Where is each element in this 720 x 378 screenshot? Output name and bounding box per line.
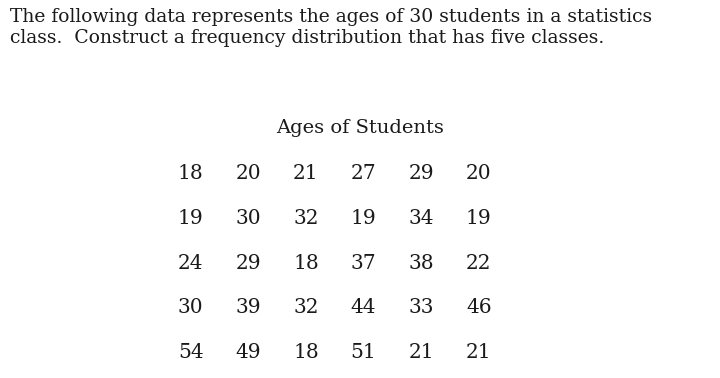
Text: 19: 19 <box>178 209 204 228</box>
Text: 29: 29 <box>408 164 434 183</box>
Text: 27: 27 <box>351 164 377 183</box>
Text: 29: 29 <box>235 254 261 273</box>
Text: 21: 21 <box>293 164 319 183</box>
Text: 18: 18 <box>293 343 319 362</box>
Text: 39: 39 <box>235 298 261 317</box>
Text: 33: 33 <box>408 298 434 317</box>
Text: 21: 21 <box>466 343 492 362</box>
Text: 30: 30 <box>178 298 204 317</box>
Text: 46: 46 <box>466 298 492 317</box>
Text: 19: 19 <box>466 209 492 228</box>
Text: 54: 54 <box>178 343 204 362</box>
Text: 20: 20 <box>235 164 261 183</box>
Text: 37: 37 <box>351 254 377 273</box>
Text: 22: 22 <box>466 254 492 273</box>
Text: Ages of Students: Ages of Students <box>276 119 444 137</box>
Text: 18: 18 <box>178 164 204 183</box>
Text: 44: 44 <box>351 298 377 317</box>
Text: 34: 34 <box>408 209 434 228</box>
Text: 21: 21 <box>408 343 434 362</box>
Text: 49: 49 <box>235 343 261 362</box>
Text: The following data represents the ages of 30 students in a statistics
class.  Co: The following data represents the ages o… <box>10 8 652 47</box>
Text: 20: 20 <box>466 164 492 183</box>
Text: 32: 32 <box>293 298 319 317</box>
Text: 51: 51 <box>351 343 377 362</box>
Text: 19: 19 <box>351 209 377 228</box>
Text: 24: 24 <box>178 254 204 273</box>
Text: 30: 30 <box>235 209 261 228</box>
Text: 32: 32 <box>293 209 319 228</box>
Text: 18: 18 <box>293 254 319 273</box>
Text: 38: 38 <box>408 254 434 273</box>
